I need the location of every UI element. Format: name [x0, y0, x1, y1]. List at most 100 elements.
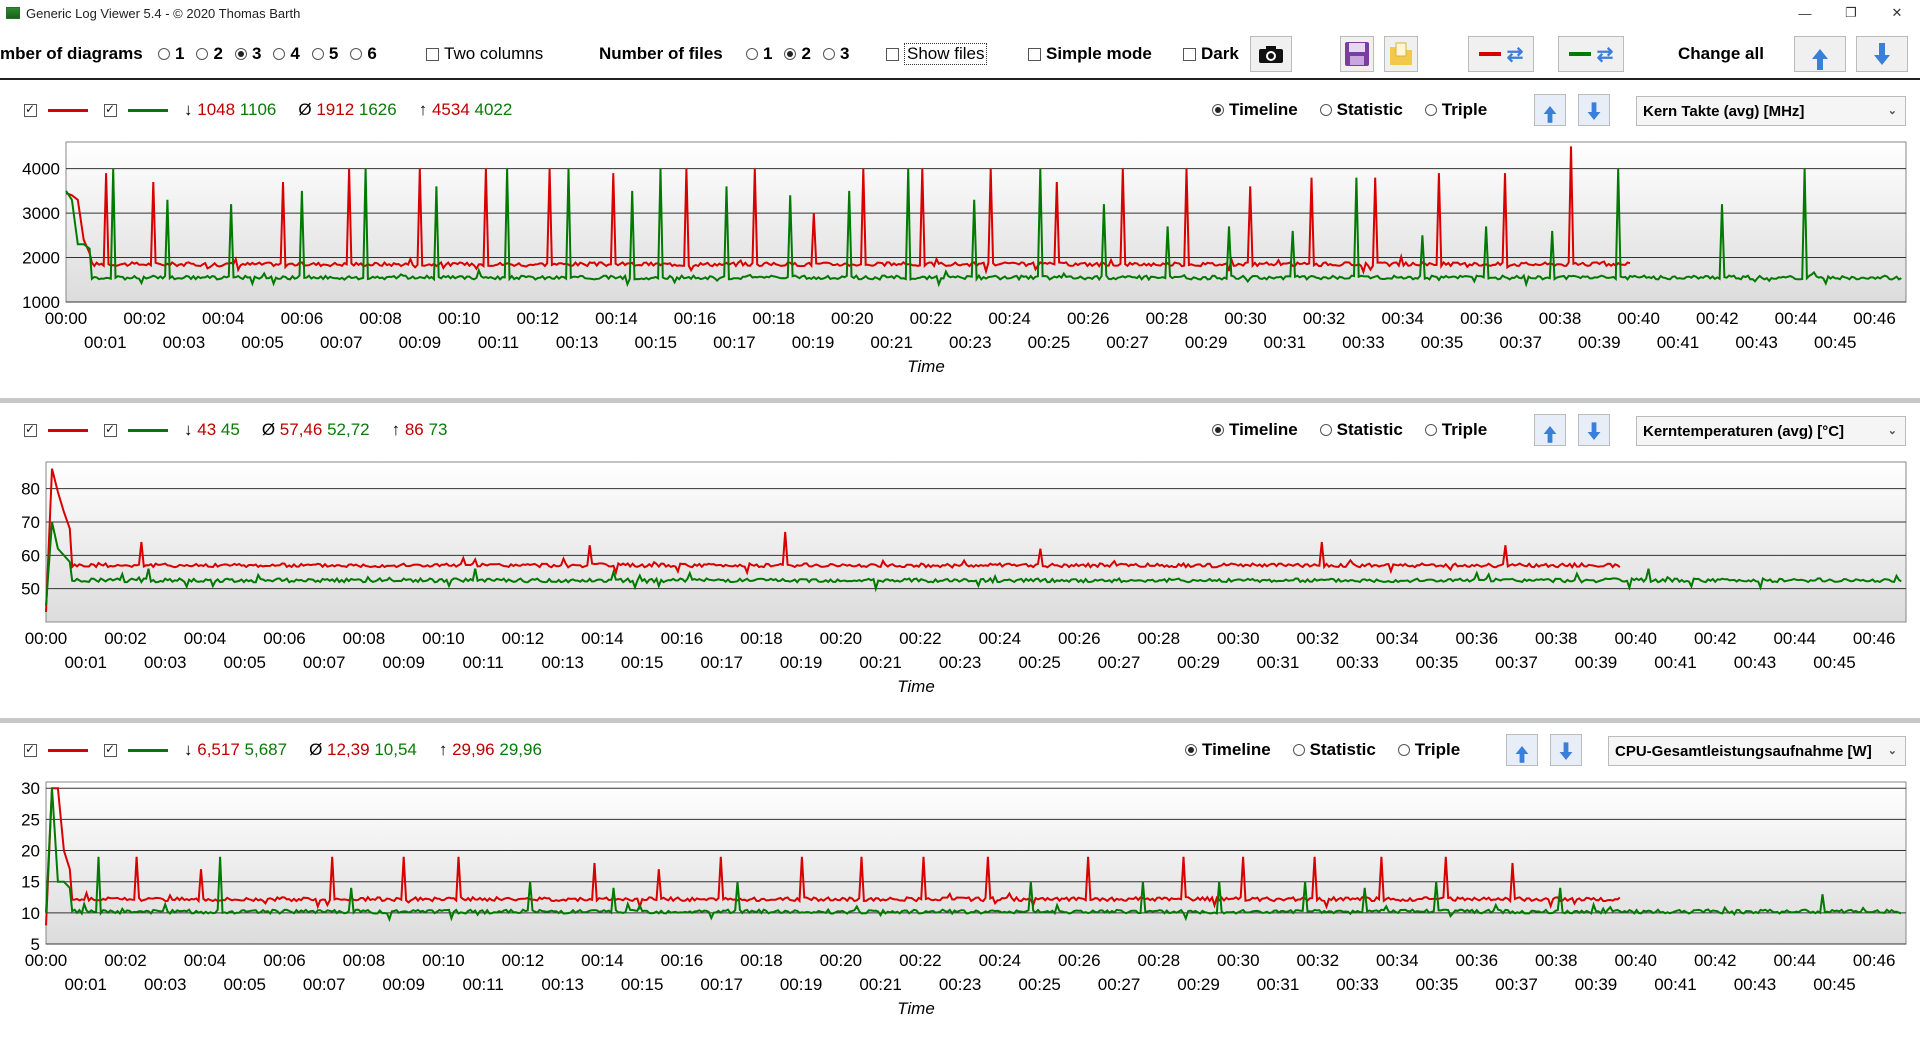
x-tick-label: 00:34	[1376, 951, 1419, 970]
series1-line-swatch	[48, 748, 88, 752]
swap-green-button[interactable]: ⇄	[1558, 36, 1624, 72]
simple-mode-check[interactable]	[1028, 47, 1041, 61]
diagram-option-2[interactable]: 2	[196, 44, 223, 64]
x-tick-label: 00:40	[1614, 629, 1657, 648]
metric-select[interactable]: CPU-Gesamtleistungsaufnahme [W] ⌄	[1608, 736, 1906, 766]
show-files-checkbox[interactable]: Show files	[886, 30, 988, 78]
x-tick-label: 00:35	[1421, 333, 1464, 352]
x-tick-label: 00:06	[263, 951, 306, 970]
x-tick-label: 00:21	[859, 975, 902, 994]
diagram-option-1[interactable]: 1	[158, 44, 184, 64]
series-1-line	[45, 468, 1621, 613]
series2-visible-checkbox[interactable]	[104, 102, 117, 117]
series1-visible-checkbox[interactable]	[24, 102, 37, 117]
two-columns-checkbox[interactable]: Two columns	[426, 30, 543, 78]
move-down-button[interactable]	[1550, 734, 1582, 766]
series1-visible-checkbox[interactable]	[24, 742, 37, 757]
move-up-button[interactable]	[1506, 734, 1538, 766]
open-folder-button[interactable]	[1384, 36, 1418, 72]
x-tick-label: 00:13	[541, 653, 584, 672]
x-tick-label: 00:30	[1217, 951, 1260, 970]
view-statistic-radio[interactable]: Statistic	[1292, 740, 1376, 760]
view-statistic-radio[interactable]: Statistic	[1319, 420, 1403, 440]
file-option-2[interactable]: 2	[784, 44, 811, 64]
plot-area	[45, 781, 1907, 945]
x-tick-label: 00:09	[399, 333, 442, 352]
series2-visible-checkbox[interactable]	[104, 742, 117, 757]
x-tick-label: 00:45	[1813, 975, 1856, 994]
view-triple-radio[interactable]: Triple	[1424, 100, 1487, 120]
diagram-option-6[interactable]: 6	[350, 44, 377, 64]
y-tick-label: 5	[31, 935, 40, 954]
file-option-3[interactable]: 3	[822, 44, 849, 64]
close-button[interactable]: ✕	[1891, 5, 1903, 20]
x-tick-label: 00:07	[303, 975, 346, 994]
file-count-radios: 1 2 3	[746, 30, 861, 78]
x-tick-label: 00:24	[979, 629, 1022, 648]
x-tick-label: 00:28	[1146, 309, 1189, 328]
save-button[interactable]	[1340, 36, 1374, 72]
simple-mode-checkbox[interactable]: Simple mode	[1028, 30, 1152, 78]
screenshot-button[interactable]	[1250, 36, 1292, 72]
x-tick-label: 00:17	[713, 333, 756, 352]
x-tick-label: 00:29	[1177, 975, 1220, 994]
dark-check[interactable]	[1183, 47, 1196, 61]
view-triple-radio[interactable]: Triple	[1397, 740, 1460, 760]
series2-line-swatch	[128, 108, 168, 112]
swap-red-button[interactable]: ⇄	[1468, 36, 1534, 72]
x-tick-label: 00:46	[1853, 951, 1896, 970]
view-timeline-radio[interactable]: Timeline	[1185, 740, 1271, 760]
diagram-option-5[interactable]: 5	[311, 44, 338, 64]
x-tick-label: 00:27	[1106, 333, 1149, 352]
x-tick-label: 00:39	[1575, 653, 1618, 672]
x-tick-label: 00:32	[1303, 309, 1346, 328]
x-tick-label: 00:26	[1058, 951, 1101, 970]
y-tick-label: 20	[21, 842, 40, 861]
x-tick-label: 00:08	[343, 951, 386, 970]
x-tick-label: 00:03	[144, 653, 187, 672]
move-down-all-button[interactable]	[1856, 36, 1908, 72]
y-tick-label: 3000	[22, 204, 60, 223]
series1-visible-checkbox[interactable]	[24, 422, 37, 437]
dark-checkbox[interactable]: Dark	[1183, 30, 1239, 78]
x-tick-label: 00:25	[1028, 333, 1071, 352]
x-tick-label: 00:16	[661, 629, 704, 648]
y-tick-label: 4000	[22, 160, 60, 179]
diagram-option-4[interactable]: 4	[273, 44, 300, 64]
x-tick-label: 00:21	[870, 333, 913, 352]
move-up-button[interactable]	[1534, 94, 1566, 126]
legend-row: ↓ 43 45 Ø 57,46 52,72 ↑ 86 73	[0, 412, 1920, 448]
min-stat: ↓ 1048 1106	[184, 100, 277, 119]
x-tick-label: 00:05	[223, 653, 266, 672]
x-tick-label: 00:15	[621, 653, 664, 672]
x-tick-label: 00:28	[1138, 629, 1181, 648]
move-down-button[interactable]	[1578, 94, 1610, 126]
view-triple-radio[interactable]: Triple	[1424, 420, 1487, 440]
move-down-button[interactable]	[1578, 414, 1610, 446]
x-tick-label: 00:40	[1614, 951, 1657, 970]
diagram-count-radios: 1 2 3 4 5 6	[158, 30, 389, 78]
metric-select[interactable]: Kerntemperaturen (avg) [°C] ⌄	[1636, 416, 1906, 446]
metric-select[interactable]: Kern Takte (avg) [MHz] ⌄	[1636, 96, 1906, 126]
window-controls: — ❐ ✕	[1782, 0, 1920, 26]
move-up-all-button[interactable]	[1794, 36, 1846, 72]
diagram-option-3[interactable]: 3	[234, 44, 261, 64]
y-tick-label: 30	[21, 779, 40, 798]
series2-visible-checkbox[interactable]	[104, 422, 117, 437]
x-tick-label: 00:31	[1257, 653, 1300, 672]
minimize-button[interactable]: —	[1798, 5, 1812, 21]
view-timeline-radio[interactable]: Timeline	[1212, 420, 1298, 440]
arrow-down-icon	[1587, 422, 1601, 440]
title-bar: Generic Log Viewer 5.4 - © 2020 Thomas B…	[0, 0, 1920, 26]
x-tick-label: 00:09	[382, 653, 425, 672]
file-option-1[interactable]: 1	[746, 44, 772, 64]
maximize-button[interactable]: ❐	[1845, 5, 1857, 20]
two-columns-check[interactable]	[426, 47, 439, 61]
move-up-button[interactable]	[1534, 414, 1566, 446]
show-files-check[interactable]	[886, 47, 899, 61]
series-1-line	[65, 146, 1631, 275]
x-tick-label: 00:27	[1098, 975, 1141, 994]
view-timeline-radio[interactable]: Timeline	[1212, 100, 1298, 120]
view-statistic-radio[interactable]: Statistic	[1319, 100, 1403, 120]
x-tick-label: 00:36	[1460, 309, 1503, 328]
